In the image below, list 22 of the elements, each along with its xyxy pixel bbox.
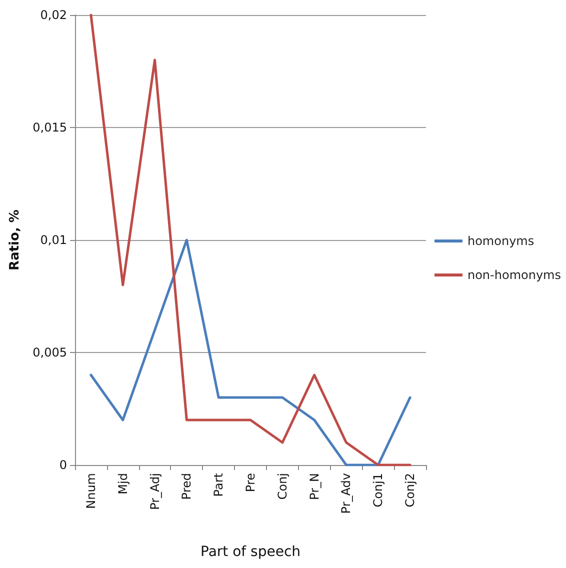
x-tick-label: Conj1 <box>371 473 386 508</box>
legend-label: non-homonyms <box>467 268 562 282</box>
x-tick-label: Part <box>212 472 226 497</box>
x-tick-label: Pre <box>244 473 258 492</box>
x-tick-label: Pred <box>180 473 194 500</box>
y-tick-label: 0,005 <box>32 346 67 360</box>
x-axis-title: Part of speech <box>200 544 301 560</box>
x-tick-label: Mjd <box>116 473 130 494</box>
y-tick-label: 0,015 <box>32 120 67 134</box>
y-tick-label: 0 <box>59 458 67 472</box>
y-axis-title: Ratio, % <box>8 210 23 270</box>
x-tick-label: Pr_N <box>307 473 322 500</box>
x-tick-label: Nnum <box>84 473 98 509</box>
x-tick-label: Pr_Adj <box>148 473 162 510</box>
line-series <box>90 14 412 466</box>
x-tick-label: Conj <box>275 473 290 500</box>
y-tick-label: 0,01 <box>40 233 67 247</box>
y-tick-label: 0,02 <box>40 8 67 22</box>
legend-label: homonyms <box>467 234 534 248</box>
x-tick-label: Pr_Adv <box>339 473 354 514</box>
x-tick-label: Conj2 <box>403 473 418 508</box>
line-series <box>90 238 412 466</box>
